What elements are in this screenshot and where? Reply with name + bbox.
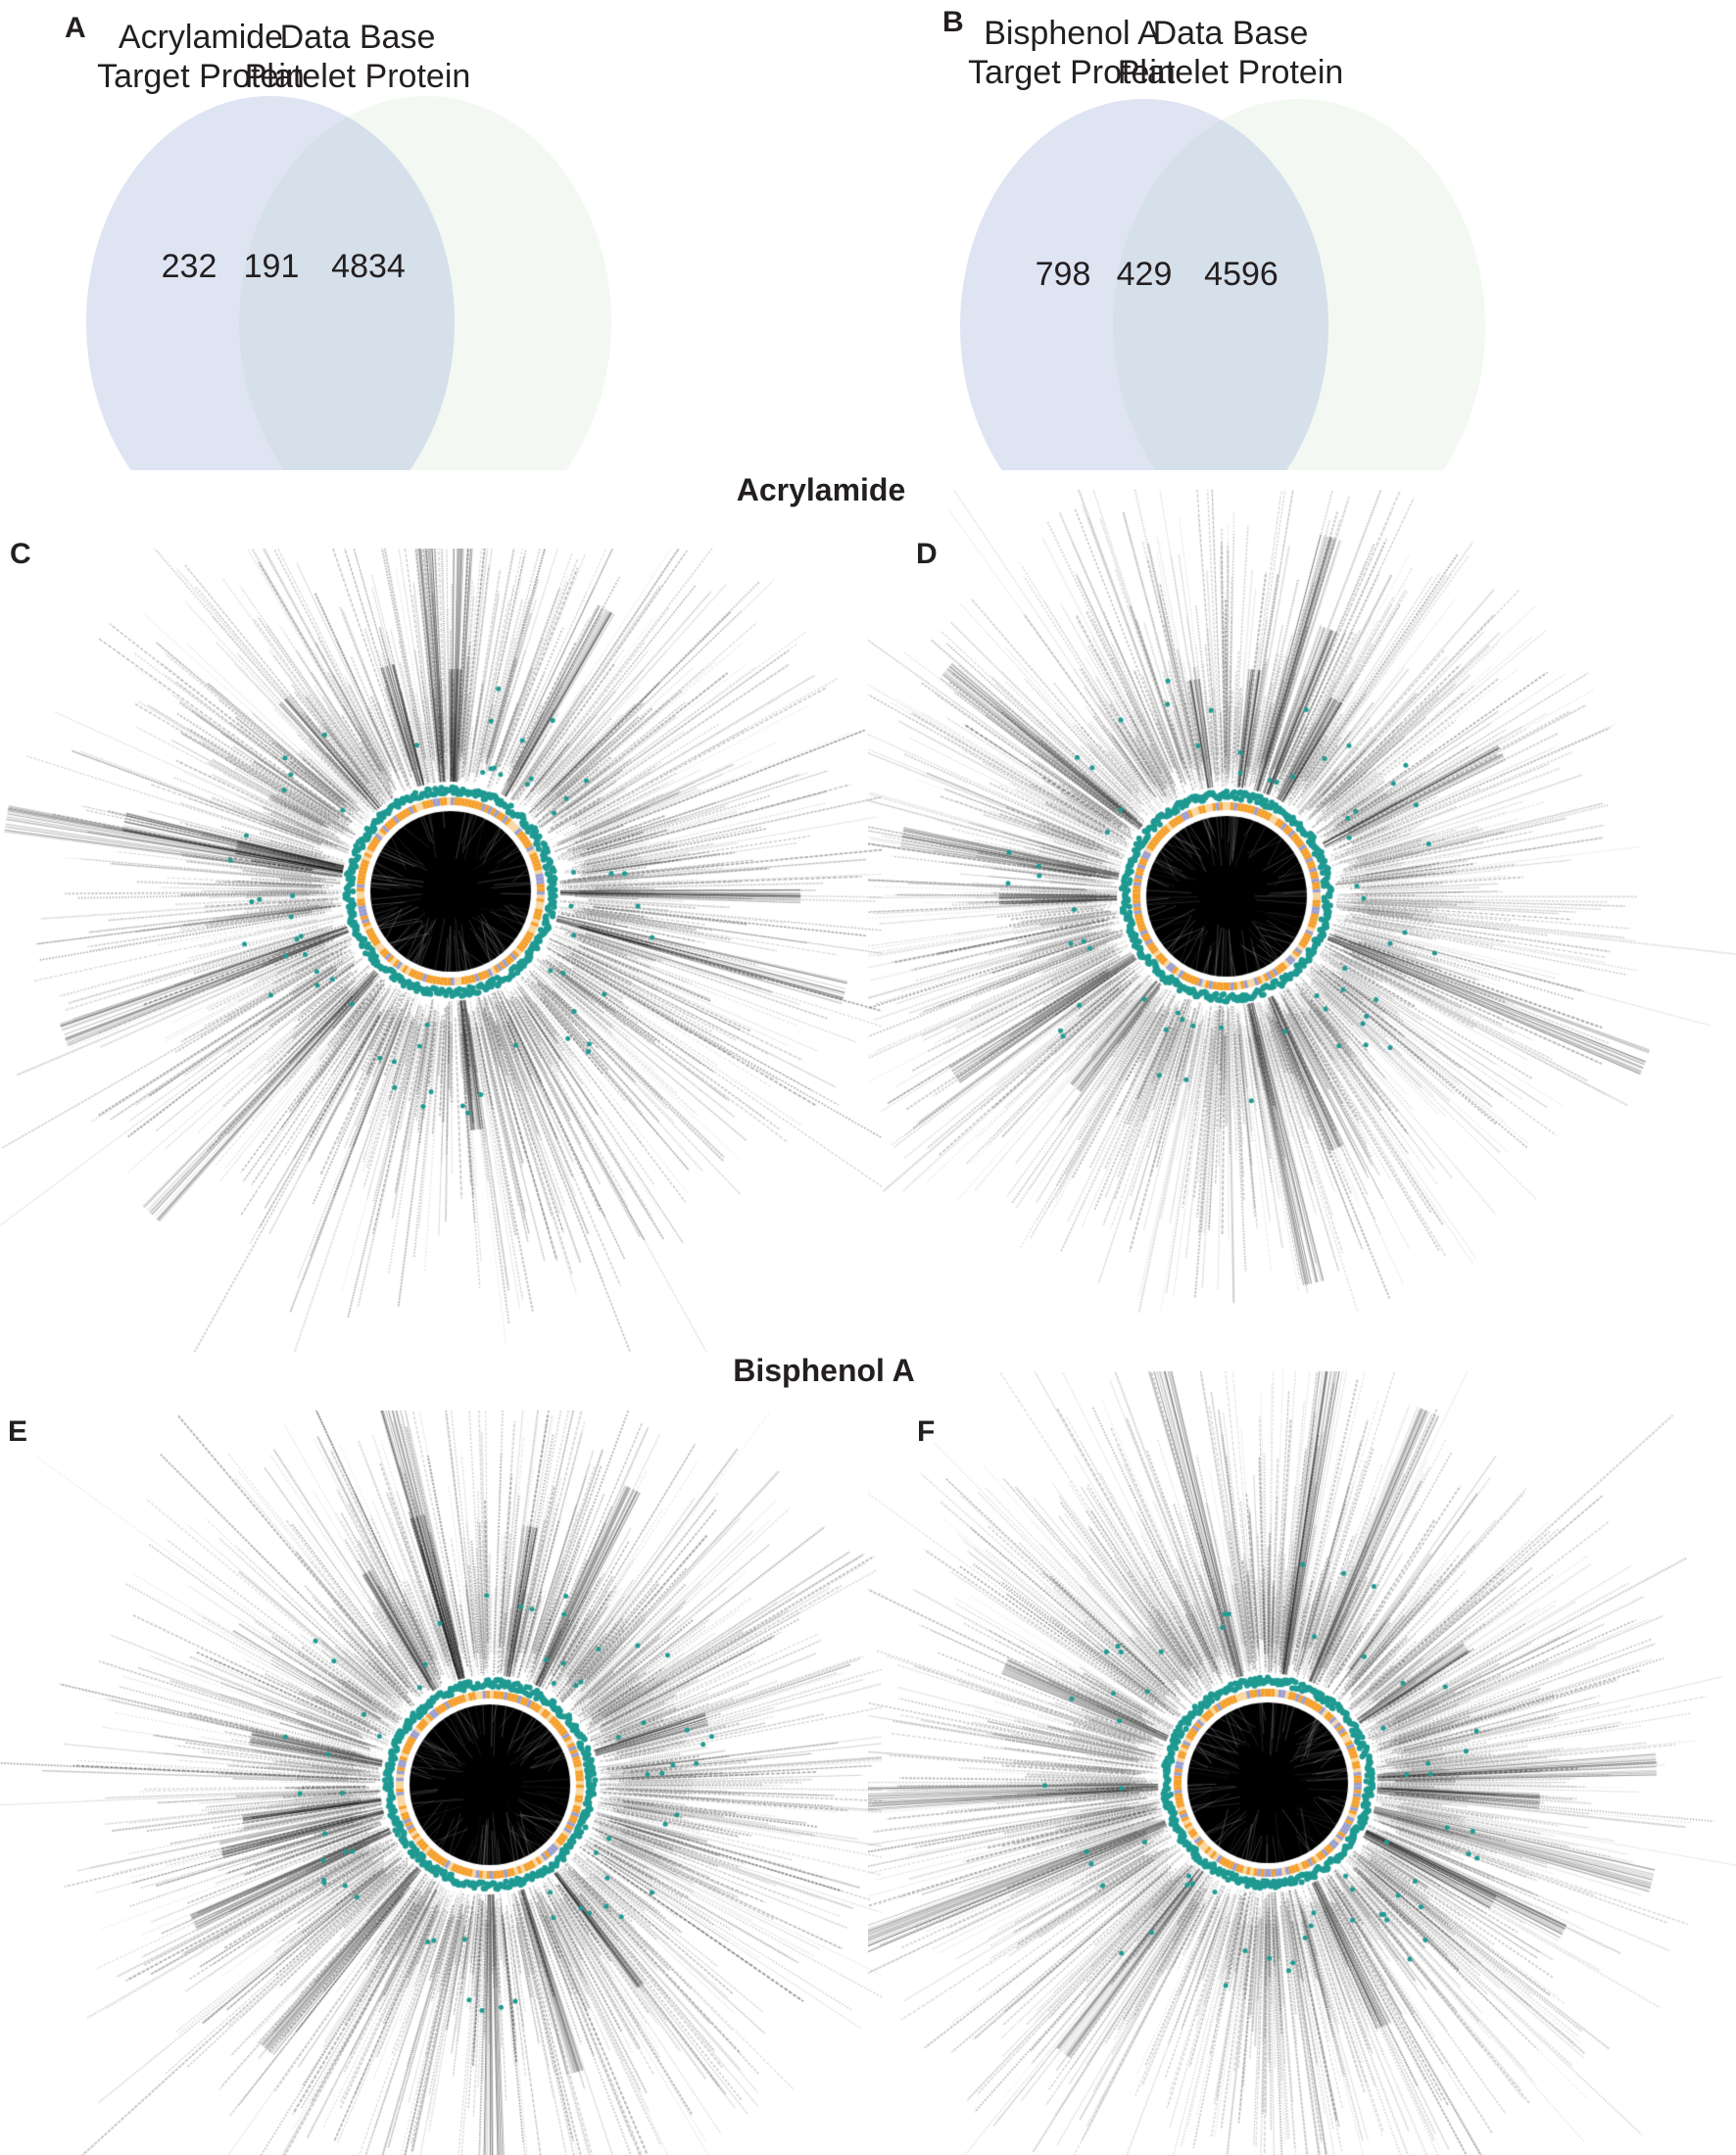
- venn-circles-b: [960, 99, 1485, 470]
- venn-b-right-label-line2: Platelet Protein: [1117, 54, 1344, 91]
- venn-a-left-label-line2: Target Protein: [97, 58, 305, 95]
- radial-network-d: [868, 490, 1736, 1313]
- radial-canvas-f: [868, 1371, 1736, 2155]
- venn-a-left-label: Acrylamide Target Protein: [34, 18, 367, 96]
- radial-canvas-d: [868, 490, 1736, 1313]
- venn-a-right-label-line1: Data Base: [279, 19, 436, 56]
- venn-b-right-count: 4596: [1204, 256, 1278, 293]
- radial-network-c: [0, 549, 882, 1352]
- radial-network-f: [868, 1371, 1736, 2155]
- panel-label-a: A: [65, 12, 86, 44]
- venn-b-right-label: Data Base Platelet Protein: [1064, 14, 1397, 92]
- venn-b-overlap-count: 429: [1116, 256, 1173, 293]
- venn-b-right-label-line1: Data Base: [1152, 15, 1309, 52]
- venn-a-right-label-line2: Platelet Protein: [244, 58, 471, 95]
- venn-b-left-label: Bisphenol A Target Protein: [905, 14, 1238, 92]
- venn-b-left-label-line1: Bisphenol A: [984, 15, 1160, 52]
- venn-a-right-label: Data Base Platelet Protein: [191, 18, 524, 96]
- venn-a-overlap-count: 191: [243, 248, 300, 285]
- venn-b-left-count: 798: [1035, 256, 1091, 293]
- venn-b-left-label-line2: Target Protein: [968, 54, 1176, 91]
- venn-a-left-count: 232: [161, 248, 217, 285]
- venn-diagram-b: Bisphenol A Target Protein Data Base Pla…: [868, 0, 1736, 470]
- radial-canvas-e: [0, 1411, 882, 2155]
- panel-label-b: B: [942, 6, 964, 38]
- venn-a-right-count: 4834: [331, 248, 406, 285]
- radial-network-e: [0, 1411, 882, 2155]
- radial-canvas-c: [0, 549, 882, 1352]
- venn-circles-a: [86, 96, 611, 470]
- venn-diagram-a: Acrylamide Target Protein Data Base Plat…: [0, 0, 868, 470]
- venn-a-left-label-line1: Acrylamide: [118, 19, 284, 56]
